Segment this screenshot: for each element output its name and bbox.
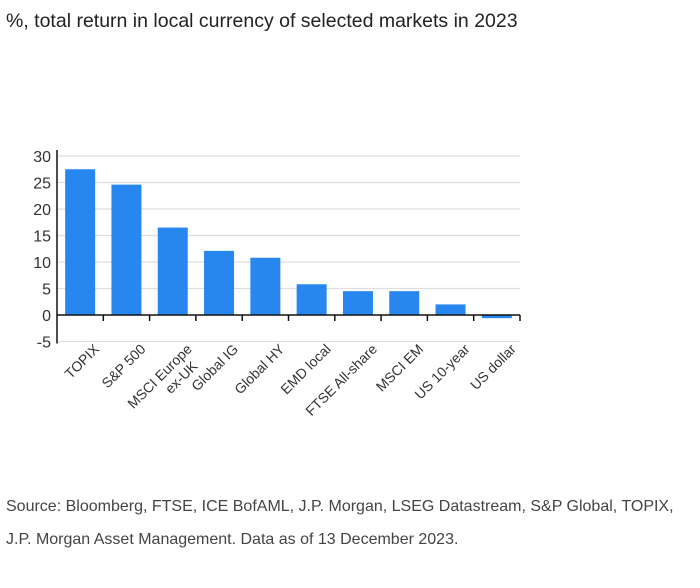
bar <box>435 304 466 315</box>
y-tick-label: 30 <box>33 149 51 166</box>
y-tick-label: 0 <box>42 308 51 325</box>
y-tick-label: 25 <box>33 176 51 193</box>
chart-title: %, total return in local currency of sel… <box>6 10 518 32</box>
bar <box>342 291 373 315</box>
source-note: Source: Bloomberg, FTSE, ICE BofAML, J.P… <box>6 498 674 548</box>
bar <box>204 250 235 315</box>
y-tick-label: -5 <box>37 335 51 352</box>
bar <box>111 184 142 315</box>
bar <box>65 169 96 315</box>
y-tick-label: 20 <box>33 202 51 219</box>
bar <box>481 315 512 319</box>
y-tick-label: 10 <box>33 255 51 272</box>
x-tick-label: TOPIX <box>61 340 102 381</box>
bar <box>157 227 188 315</box>
bar <box>389 291 420 315</box>
y-tick-label: 15 <box>33 229 51 246</box>
bar <box>296 284 327 315</box>
y-tick-label: 5 <box>42 282 51 299</box>
bar <box>250 257 281 315</box>
x-tick-label: US dollar <box>467 341 519 393</box>
